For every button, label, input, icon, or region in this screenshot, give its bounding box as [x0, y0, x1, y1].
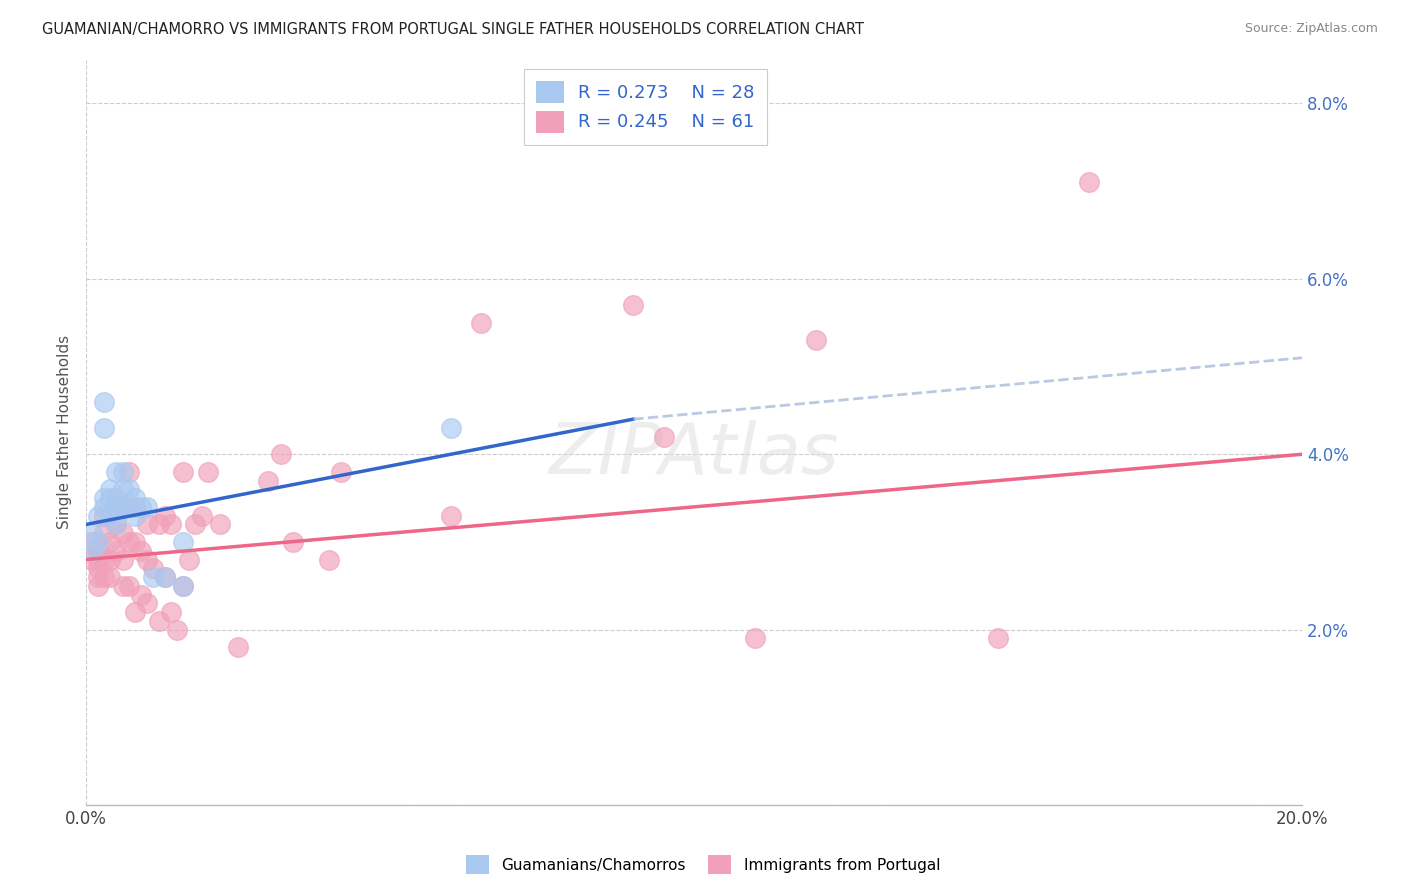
Point [87, 570, 110, 584]
Point [129, 543, 152, 558]
Point [111, 579, 134, 593]
Point [117, 500, 139, 514]
Point [87, 535, 110, 549]
Point [440, 421, 463, 435]
Point [111, 483, 134, 497]
Point [105, 543, 128, 558]
Point [100, 491, 122, 505]
Point [111, 552, 134, 566]
Point [1078, 175, 1101, 189]
Point [226, 640, 249, 655]
Point [148, 517, 170, 532]
Point [124, 535, 146, 549]
Point [93, 421, 115, 435]
Point [190, 508, 212, 523]
Point [129, 500, 152, 514]
Point [804, 333, 827, 347]
Point [82, 552, 104, 566]
Point [744, 632, 766, 646]
Point [124, 508, 146, 523]
Point [172, 465, 194, 479]
Point [93, 508, 115, 523]
Point [148, 614, 170, 628]
Point [470, 316, 492, 330]
Point [111, 500, 134, 514]
Point [621, 298, 644, 312]
Point [197, 465, 219, 479]
Point [100, 508, 122, 523]
Point [117, 465, 139, 479]
Point [129, 588, 152, 602]
Point [440, 508, 463, 523]
Point [281, 535, 304, 549]
Point [117, 535, 139, 549]
Point [166, 623, 188, 637]
Point [111, 526, 134, 541]
Point [87, 543, 110, 558]
Point [93, 526, 115, 541]
Text: Source: ZipAtlas.com: Source: ZipAtlas.com [1244, 22, 1378, 36]
Text: ZIPAtlas: ZIPAtlas [548, 420, 839, 489]
Legend: Guamanians/Chamorros, Immigrants from Portugal: Guamanians/Chamorros, Immigrants from Po… [460, 849, 946, 880]
Point [124, 500, 146, 514]
Point [82, 535, 104, 549]
Point [142, 561, 165, 575]
Y-axis label: Single Father Households: Single Father Households [58, 335, 72, 529]
Point [135, 517, 157, 532]
Point [172, 579, 194, 593]
Point [100, 570, 122, 584]
Point [105, 517, 128, 532]
Point [82, 543, 104, 558]
Point [257, 474, 280, 488]
Point [179, 552, 201, 566]
Point [135, 596, 157, 610]
Point [153, 570, 176, 584]
Point [93, 491, 115, 505]
Text: GUAMANIAN/CHAMORRO VS IMMIGRANTS FROM PORTUGAL SINGLE FATHER HOUSEHOLDS CORRELAT: GUAMANIAN/CHAMORRO VS IMMIGRANTS FROM PO… [42, 22, 865, 37]
Point [93, 500, 115, 514]
Point [87, 561, 110, 575]
Point [270, 447, 292, 461]
Point [135, 552, 157, 566]
Point [100, 483, 122, 497]
Point [105, 500, 128, 514]
Point [87, 579, 110, 593]
Point [117, 483, 139, 497]
Point [318, 552, 340, 566]
Point [153, 570, 176, 584]
Point [87, 552, 110, 566]
Point [652, 430, 675, 444]
Point [172, 579, 194, 593]
Point [172, 535, 194, 549]
Point [208, 517, 231, 532]
Point [100, 535, 122, 549]
Point [87, 508, 110, 523]
Point [117, 579, 139, 593]
Point [105, 465, 128, 479]
Point [987, 632, 1010, 646]
Point [93, 570, 115, 584]
Point [142, 570, 165, 584]
Point [111, 500, 134, 514]
Point [105, 517, 128, 532]
Point [124, 605, 146, 619]
Point [93, 394, 115, 409]
Point [184, 517, 207, 532]
Point [100, 552, 122, 566]
Point [135, 500, 157, 514]
Point [330, 465, 353, 479]
Point [160, 605, 183, 619]
Point [93, 552, 115, 566]
Point [111, 465, 134, 479]
Point [153, 508, 176, 523]
Point [105, 491, 128, 505]
Legend: R = 0.273    N = 28, R = 0.245    N = 61: R = 0.273 N = 28, R = 0.245 N = 61 [524, 69, 766, 145]
Point [82, 526, 104, 541]
Point [124, 491, 146, 505]
Point [160, 517, 183, 532]
